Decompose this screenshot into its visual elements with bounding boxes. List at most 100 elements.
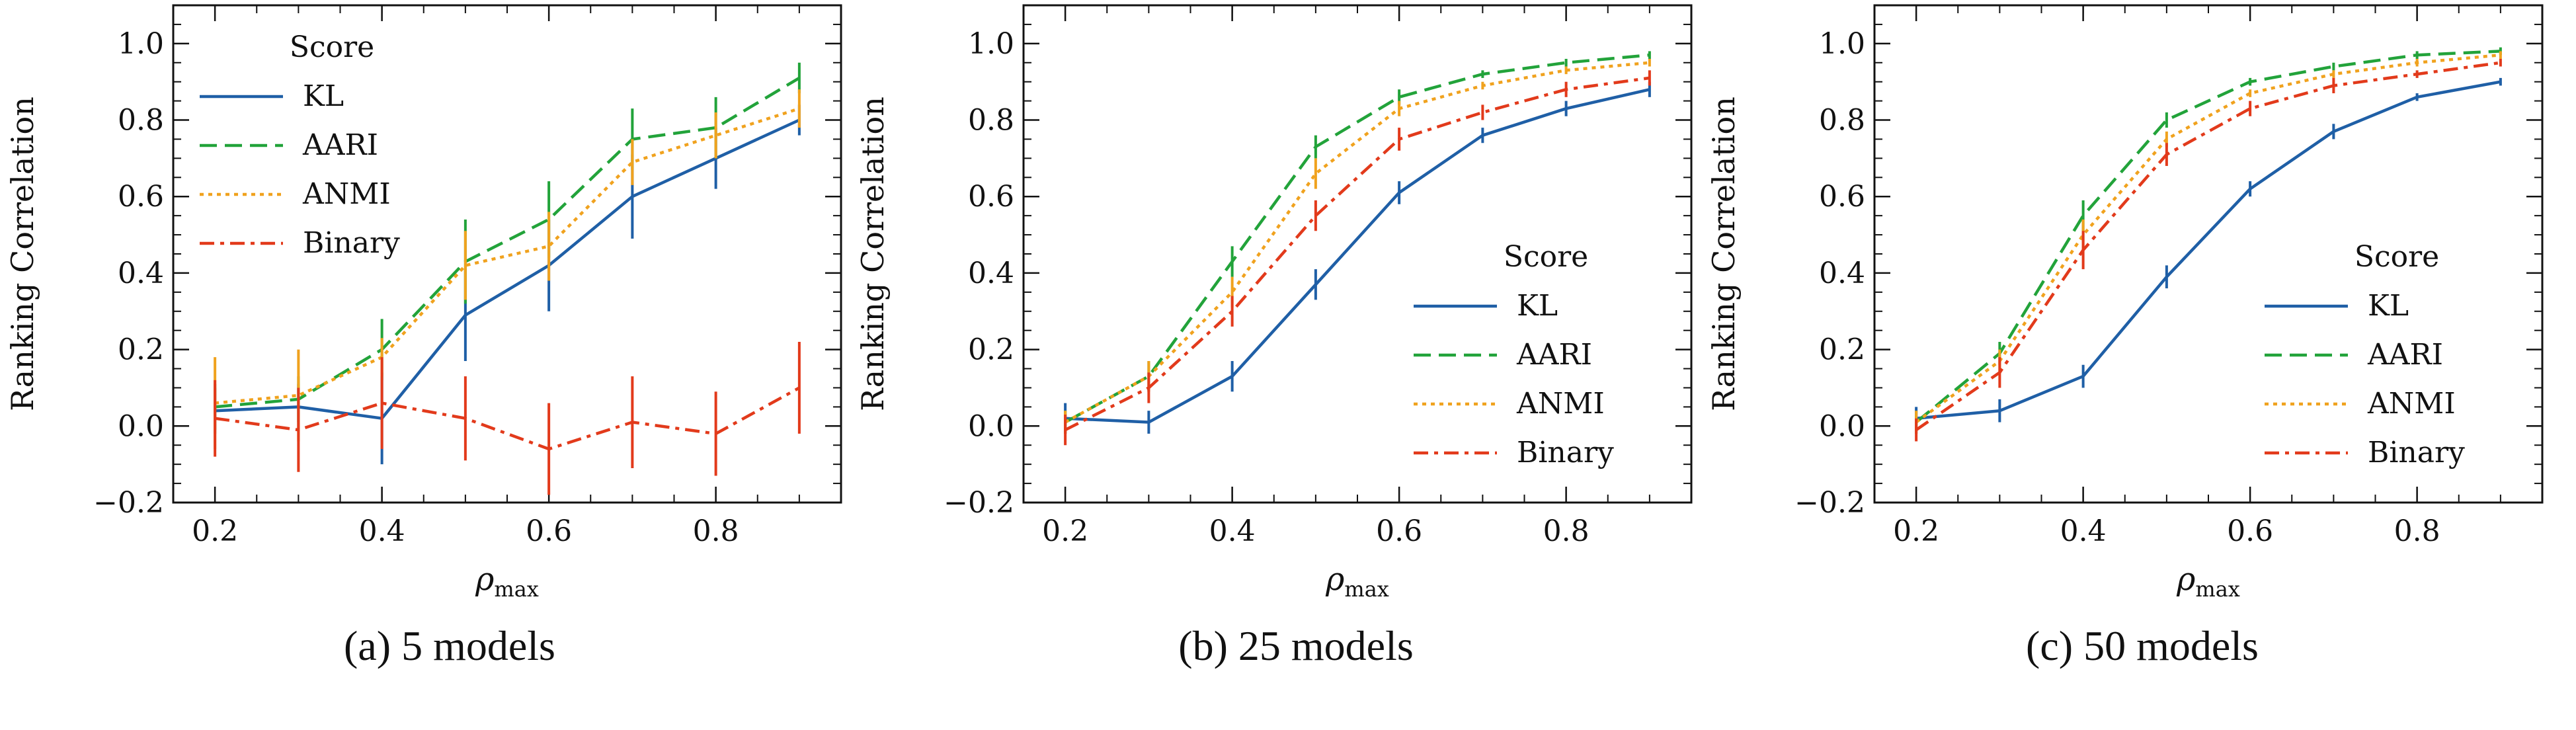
- x-tick-label: 0.4: [1209, 514, 1256, 548]
- data-point: [1649, 54, 1650, 56]
- data-point: [2500, 54, 2501, 56]
- chart-c: 0.2 0.4 0.6 0.8 −0.2 0.0 0.2 0.4 0.6 0.8 1.0 ρmax Ra…: [1706, 4, 2544, 602]
- data-point: [2166, 154, 2167, 155]
- caption-c: (c) 50 models: [2026, 622, 2259, 669]
- data-point: [715, 135, 717, 136]
- data-point: [1482, 85, 1483, 86]
- x-tick-label: 0.8: [1543, 514, 1590, 548]
- y-tick-label: −0.2: [1794, 486, 1865, 520]
- x-tick-label: 0.4: [359, 514, 405, 548]
- y-tick-label: 0.4: [1819, 257, 1865, 290]
- y-tick-label: −0.2: [944, 486, 1014, 520]
- legend-entry: KL: [1517, 289, 1558, 323]
- legend-entry: AARI: [2367, 338, 2443, 372]
- legend-entry: ANMI: [302, 177, 391, 211]
- data-point: [631, 196, 633, 197]
- x-axis-label: ρmax: [2176, 561, 2240, 602]
- series-line: [214, 76, 801, 409]
- y-axis-label: Ranking Correlation: [855, 97, 891, 411]
- chart-a: 0.2 0.4 0.6 0.8 −0.2 0.0 0.2 0.4 0.6 0.8 1.0 ρmax Ra…: [5, 4, 842, 602]
- plot-frame: [172, 4, 842, 504]
- data-point: [2249, 188, 2251, 190]
- series-kl: [1064, 81, 1651, 434]
- y-tick-label: 0.2: [1819, 333, 1865, 367]
- y-tick-label: 0.0: [1819, 409, 1865, 443]
- x-tick-label: 0.8: [693, 514, 739, 548]
- y-tick-label: 1.0: [118, 27, 164, 61]
- y-tick-label: 1.0: [968, 27, 1014, 61]
- data-point: [631, 161, 633, 163]
- legend-entry: ANMI: [2367, 387, 2456, 421]
- plot-frame: [1022, 4, 1693, 504]
- data-point: [2166, 276, 2167, 278]
- data-point: [1649, 77, 1650, 79]
- x-tick-label: 0.6: [2227, 514, 2273, 548]
- legend-entry: AARI: [1516, 338, 1592, 372]
- legend-title: Score: [2355, 240, 2439, 274]
- data-point: [2249, 93, 2251, 94]
- data-point: [1649, 62, 1650, 63]
- legend: Score KL AARI ANMI Binary: [200, 30, 400, 260]
- legend-title: Score: [290, 30, 374, 64]
- x-tick-label: 0.2: [1893, 514, 1939, 548]
- legend-entry: KL: [303, 79, 344, 113]
- y-tick-label: 0.6: [1819, 180, 1865, 214]
- x-tick-label: 0.4: [2060, 514, 2107, 548]
- data-point: [1482, 73, 1483, 75]
- data-point: [2333, 85, 2334, 86]
- x-tick-label: 0.2: [1042, 514, 1088, 548]
- data-point: [2500, 62, 2501, 63]
- data-point: [2333, 73, 2334, 75]
- plot-frame: [1873, 4, 2544, 504]
- series-line: [1065, 88, 1650, 424]
- data-point: [1398, 108, 1400, 109]
- caption-b: (b) 25 models: [1178, 622, 1414, 669]
- x-tick-label: 0.6: [526, 514, 572, 548]
- series-line: [1065, 53, 1650, 424]
- legend-entry: Binary: [2368, 436, 2465, 469]
- series-line: [1915, 61, 2501, 431]
- data-point: [1398, 138, 1400, 140]
- legend-entry: KL: [2368, 289, 2409, 323]
- x-tick-label: 0.2: [192, 514, 238, 548]
- data-point: [1482, 135, 1483, 136]
- chart-b: 0.2 0.4 0.6 0.8 −0.2 0.0 0.2 0.4 0.6 0.8 1.0 ρmax Ra…: [855, 4, 1693, 602]
- y-tick-label: 0.2: [118, 333, 164, 367]
- legend-title: Score: [1504, 240, 1588, 274]
- legend-entry: Binary: [303, 226, 400, 260]
- series-line: [1065, 61, 1650, 424]
- data-point: [715, 433, 717, 434]
- y-tick-label: 0.0: [118, 409, 164, 443]
- y-tick-label: 0.6: [118, 180, 164, 214]
- series-line: [214, 118, 800, 420]
- series-line: [1915, 50, 2501, 424]
- x-axis-label: ρmax: [1325, 561, 1389, 602]
- y-tick-label: 1.0: [1819, 27, 1865, 61]
- data-point: [1999, 372, 2000, 373]
- data-point: [1649, 89, 1650, 90]
- data-point: [1148, 422, 1149, 423]
- y-tick-label: 0.4: [968, 257, 1014, 290]
- y-tick-label: 0.8: [118, 104, 164, 138]
- data-point: [1315, 173, 1316, 175]
- series-line: [1065, 76, 1650, 432]
- data-point: [214, 418, 216, 419]
- data-point: [2166, 138, 2167, 140]
- y-tick-label: 0.8: [1819, 104, 1865, 138]
- legend-entry: AARI: [302, 128, 378, 162]
- series-line: [214, 107, 800, 405]
- caption-a: (a) 5 models: [344, 622, 555, 669]
- series-binary: [214, 342, 801, 495]
- series-line: [1915, 80, 2501, 420]
- y-tick-label: 0.4: [118, 257, 164, 290]
- data-point: [2249, 81, 2251, 83]
- y-axis-label: Ranking Correlation: [5, 97, 40, 411]
- y-tick-label: −0.2: [93, 486, 164, 520]
- x-tick-label: 0.6: [1376, 514, 1422, 548]
- series-binary: [1064, 70, 1651, 446]
- data-point: [2249, 108, 2251, 109]
- legend-entry: ANMI: [1516, 387, 1605, 421]
- y-tick-label: 0.8: [968, 104, 1014, 138]
- x-axis-label: ρmax: [475, 561, 539, 602]
